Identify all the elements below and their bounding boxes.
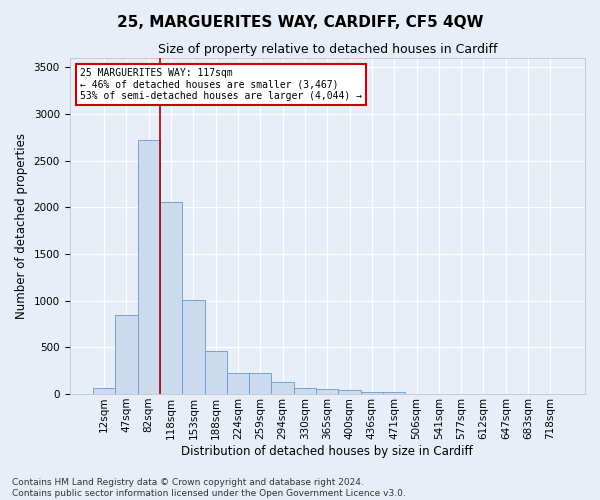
Bar	[316, 389, 338, 394]
Bar	[137, 140, 160, 394]
Bar	[249, 372, 271, 394]
Bar	[383, 392, 406, 394]
Bar	[115, 314, 137, 394]
Bar	[294, 388, 316, 394]
Bar	[205, 351, 227, 394]
Bar	[271, 382, 294, 394]
Bar	[227, 372, 249, 394]
X-axis label: Distribution of detached houses by size in Cardiff: Distribution of detached houses by size …	[181, 444, 473, 458]
Bar	[182, 300, 205, 394]
Text: 25 MARGUERITES WAY: 117sqm
← 46% of detached houses are smaller (3,467)
53% of s: 25 MARGUERITES WAY: 117sqm ← 46% of deta…	[80, 68, 362, 102]
Text: 25, MARGUERITES WAY, CARDIFF, CF5 4QW: 25, MARGUERITES WAY, CARDIFF, CF5 4QW	[117, 15, 483, 30]
Bar	[361, 392, 383, 394]
Title: Size of property relative to detached houses in Cardiff: Size of property relative to detached ho…	[158, 42, 497, 56]
Bar	[93, 388, 115, 394]
Bar	[160, 202, 182, 394]
Bar	[338, 390, 361, 394]
Text: Contains HM Land Registry data © Crown copyright and database right 2024.
Contai: Contains HM Land Registry data © Crown c…	[12, 478, 406, 498]
Y-axis label: Number of detached properties: Number of detached properties	[15, 133, 28, 319]
